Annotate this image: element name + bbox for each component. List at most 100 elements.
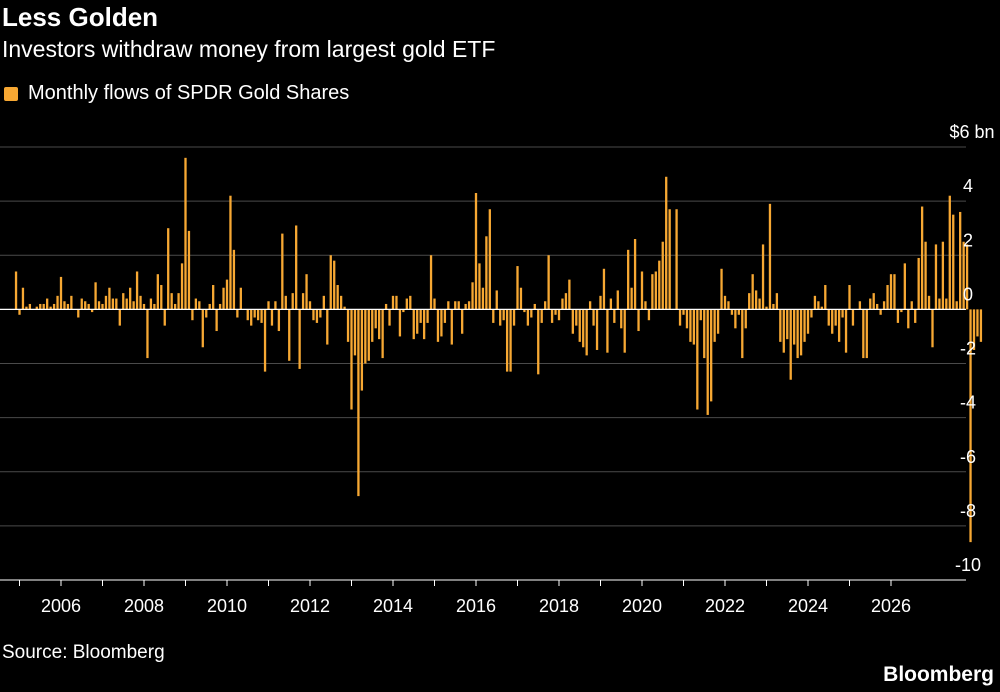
bar xyxy=(640,271,644,310)
bar xyxy=(46,298,49,310)
bar xyxy=(710,309,713,402)
bar xyxy=(530,309,533,318)
y-tick-label: 0 xyxy=(963,284,973,304)
bar xyxy=(384,303,388,310)
bar xyxy=(208,303,211,310)
bar xyxy=(862,309,865,359)
bar xyxy=(793,309,796,345)
bar xyxy=(682,309,685,315)
bar xyxy=(42,303,45,310)
y-tick-label: $6 bn xyxy=(949,122,994,142)
bar xyxy=(751,274,754,310)
bar xyxy=(402,309,405,313)
bar xyxy=(14,271,18,310)
bar xyxy=(678,309,682,326)
bar xyxy=(374,309,377,329)
bar xyxy=(599,295,602,310)
bar xyxy=(837,309,841,342)
bar xyxy=(132,301,135,310)
bar xyxy=(160,285,163,310)
bar xyxy=(557,309,561,321)
bar xyxy=(796,309,799,359)
bar xyxy=(277,309,281,332)
x-tick-label: 2018 xyxy=(539,596,579,616)
bar xyxy=(703,309,706,359)
bar xyxy=(485,236,488,310)
bar xyxy=(685,309,689,329)
bar xyxy=(544,301,547,310)
bar xyxy=(505,309,509,372)
bar xyxy=(637,309,640,332)
bar xyxy=(789,309,792,380)
bar xyxy=(630,287,633,310)
bar xyxy=(56,295,59,310)
bar xyxy=(512,309,516,326)
bar xyxy=(263,309,267,372)
bar xyxy=(322,295,325,310)
bar xyxy=(21,287,25,310)
bar xyxy=(509,309,512,372)
bar xyxy=(665,176,668,310)
y-tick-label: -2 xyxy=(960,339,976,359)
bar xyxy=(547,255,550,310)
bar xyxy=(578,309,581,342)
bar xyxy=(658,260,661,310)
bar xyxy=(194,298,198,310)
bar xyxy=(699,309,702,321)
bar xyxy=(976,309,979,337)
bar xyxy=(754,290,758,310)
bar xyxy=(550,309,554,323)
bar xyxy=(153,303,156,310)
bar xyxy=(647,309,651,321)
bar xyxy=(471,282,474,310)
bar xyxy=(111,298,115,310)
bar xyxy=(256,309,260,321)
bar xyxy=(395,295,398,310)
bar xyxy=(602,268,606,310)
x-tick-label: 2012 xyxy=(290,596,330,616)
bar xyxy=(668,209,671,310)
bar xyxy=(595,309,599,350)
bar xyxy=(533,303,536,310)
bar xyxy=(492,309,495,323)
bar xyxy=(90,309,94,313)
x-tick-label: 2024 xyxy=(788,596,828,616)
bar xyxy=(391,295,395,310)
bar xyxy=(308,301,312,310)
bar xyxy=(319,309,322,318)
bar xyxy=(229,195,232,310)
bar xyxy=(651,274,654,310)
bar xyxy=(959,211,962,310)
bar xyxy=(298,309,301,369)
bar xyxy=(177,293,180,310)
bar xyxy=(488,209,491,310)
bar xyxy=(786,309,789,340)
bar xyxy=(405,298,408,310)
bar xyxy=(927,295,931,310)
bar xyxy=(575,309,578,326)
bar xyxy=(585,309,588,356)
bar xyxy=(827,309,830,326)
bar xyxy=(409,295,412,310)
y-tick-label: -10 xyxy=(955,555,981,575)
bar xyxy=(741,309,744,359)
bar xyxy=(831,309,834,334)
bar xyxy=(163,309,166,326)
legend-swatch xyxy=(4,86,18,101)
bar xyxy=(582,309,585,348)
bar xyxy=(554,309,557,315)
bar xyxy=(799,309,803,356)
bar xyxy=(979,309,983,342)
bar xyxy=(94,282,97,310)
bar xyxy=(834,309,837,326)
bar xyxy=(844,309,848,353)
x-tick-label: 2008 xyxy=(124,596,164,616)
bar xyxy=(519,287,523,310)
x-tick-label: 2006 xyxy=(41,596,81,616)
bar xyxy=(291,293,294,310)
bar xyxy=(25,306,28,310)
bar xyxy=(450,309,453,345)
bar xyxy=(101,303,104,310)
bar xyxy=(675,209,678,310)
bar xyxy=(952,214,955,310)
